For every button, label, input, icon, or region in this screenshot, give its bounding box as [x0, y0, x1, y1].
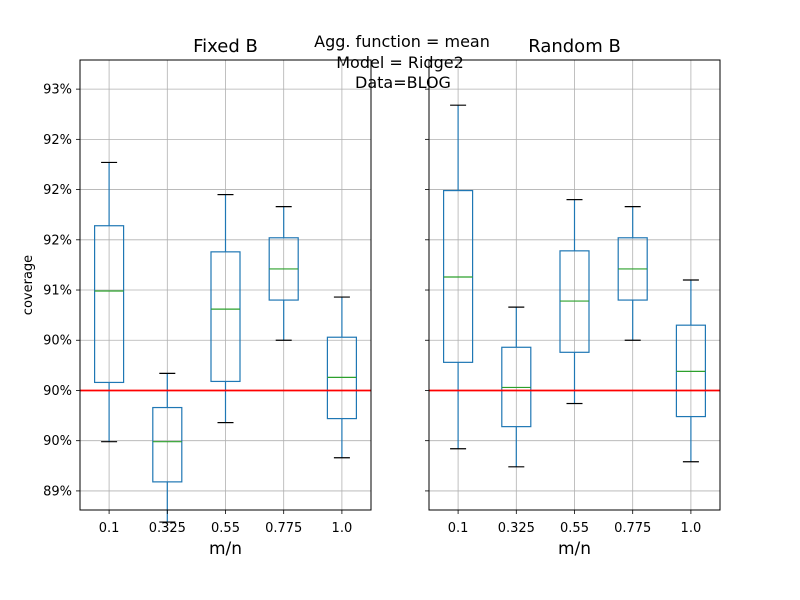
y-tick-label: 92%	[43, 233, 72, 248]
subplot-fixed-b: 89% 90% 90% 90% 91% 92% 92% 92% 93% 0.1 0.325 0.55 0…	[21, 36, 372, 559]
x-tick-label: 0.775	[265, 521, 302, 536]
suptitle-line-2: Model = Ridge2	[336, 53, 464, 72]
box-iqr	[93, 225, 125, 384]
x-tick-label: 0.1	[448, 521, 469, 536]
subplot-title: Random B	[528, 36, 621, 57]
x-tick-label: 0.55	[560, 521, 589, 536]
y-tick-label: 92%	[43, 133, 72, 148]
x-axis-label: m/n	[558, 539, 591, 559]
subplot-random-b: 0.1 0.325 0.55 0.775 1.0 Random B m/n	[425, 36, 721, 559]
y-tick-label: 89%	[43, 484, 72, 499]
box-iqr	[210, 251, 241, 383]
y-tick-label: 90%	[43, 334, 72, 349]
suptitle-line-3: Data=BLOG	[355, 73, 451, 92]
axes-frame	[79, 59, 372, 511]
y-tick-label: 92%	[43, 183, 72, 198]
y-tick-label: 90%	[43, 434, 72, 449]
x-tick-label: 1.0	[681, 521, 702, 536]
y-tick-label: 90%	[43, 384, 72, 399]
y-tick-label: 91%	[43, 284, 72, 299]
x-tick-label: 0.1	[99, 521, 120, 536]
x-axis-label: m/n	[209, 539, 242, 559]
y-axis-label: coverage	[21, 255, 36, 315]
subplot-title: Fixed B	[193, 36, 258, 57]
x-tick-label: 1.0	[332, 521, 353, 536]
x-tick-label: 0.325	[149, 521, 186, 536]
x-tick-label: 0.55	[211, 521, 240, 536]
suptitle-line-1: Agg. function = mean	[314, 32, 490, 51]
box-iqr	[152, 406, 183, 483]
x-tick-label: 0.775	[614, 521, 651, 536]
x-tick-label: 0.325	[498, 521, 535, 536]
y-tick-label: 93%	[43, 83, 72, 98]
axes-frame	[428, 59, 721, 511]
